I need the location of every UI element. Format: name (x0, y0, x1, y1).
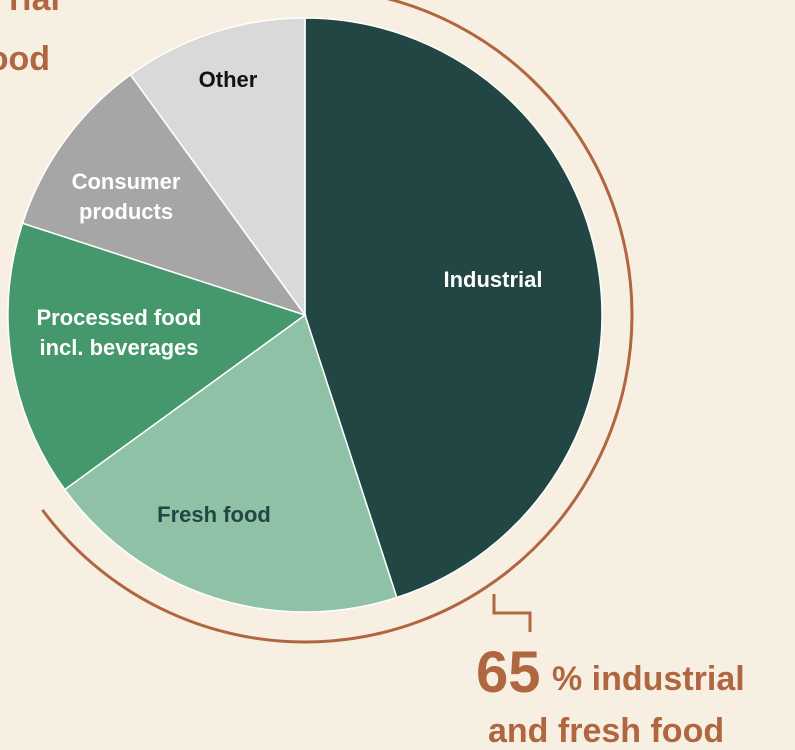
pie-slice (21, 73, 307, 317)
slice-label: Consumer products (71, 169, 181, 224)
pie-slice (129, 17, 306, 318)
annotation-text: and fresh food (488, 712, 724, 750)
cropped-annotation: ood (0, 40, 50, 78)
pie-slice (304, 17, 603, 599)
annotation-bracket (492, 594, 532, 632)
pie (7, 17, 603, 613)
pie-slice (7, 222, 307, 491)
slice-label: Fresh food (157, 502, 271, 527)
annotation-value: 65 (476, 640, 541, 705)
bracket-arc (41, 0, 634, 644)
slice-label: Processed food incl. beverages (36, 305, 202, 360)
cropped-annotation: rial (9, 0, 60, 18)
slice-label: Other (198, 67, 258, 92)
slice-label: Industrial (443, 267, 543, 292)
annotation-text: % industrial (552, 660, 745, 698)
pie-slice (63, 313, 398, 613)
